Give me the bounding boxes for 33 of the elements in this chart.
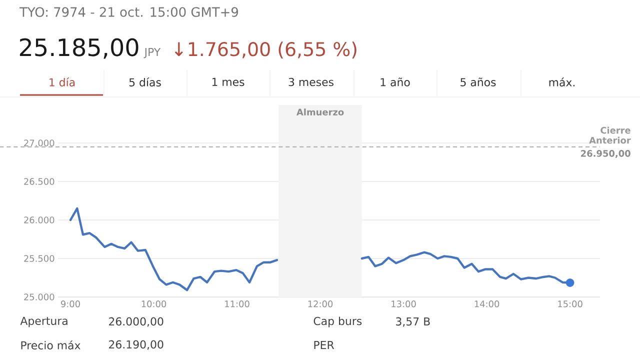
text: PER xyxy=(314,341,334,349)
text: ↓1.765,00 (6,55 %) xyxy=(174,42,356,58)
text: Apertura xyxy=(20,316,68,328)
chart-title: TYO: 7974 - 21 oct. 15:00 GMT+9 xyxy=(19,7,238,17)
text: JPY xyxy=(144,48,161,58)
band-label: Almuerzo xyxy=(296,108,344,116)
text: 26.190,00 xyxy=(109,340,164,350)
text: 1 año xyxy=(380,78,410,86)
text: 5 años xyxy=(460,78,496,86)
annotation: 26.950,00 xyxy=(581,150,630,158)
y-tick-label: 25.000 xyxy=(24,294,54,300)
x-tick-label: 11:00 xyxy=(225,300,250,308)
text: 1 día xyxy=(50,78,75,86)
x-tick-label: 15:00 xyxy=(558,300,582,308)
x-tick-label: 9:00 xyxy=(60,300,80,308)
ref-line-label: Cierre Anterior xyxy=(589,126,631,144)
text: 26.000,00 xyxy=(109,317,164,327)
text: 3,57 B xyxy=(396,317,430,327)
y-tick-label: 27.000 xyxy=(24,140,54,146)
y-tick-label: 26.000 xyxy=(24,216,54,224)
text: Precio máx xyxy=(21,340,80,350)
y-tick-label: 25.500 xyxy=(24,255,54,262)
x-tick-label: 12:00 xyxy=(308,300,333,308)
text: 1 mes xyxy=(212,78,244,86)
text: 25.185,00 xyxy=(20,38,138,59)
y-tick-label: 26.500 xyxy=(24,178,54,185)
text: 5 días xyxy=(129,78,161,86)
text: Cap burs xyxy=(314,316,362,328)
text: máx. xyxy=(549,78,574,86)
x-tick-label: 13:00 xyxy=(392,300,416,308)
text: 3 meses xyxy=(288,78,334,86)
x-tick-label: 14:00 xyxy=(474,300,500,308)
x-tick-label: 10:00 xyxy=(142,300,166,308)
